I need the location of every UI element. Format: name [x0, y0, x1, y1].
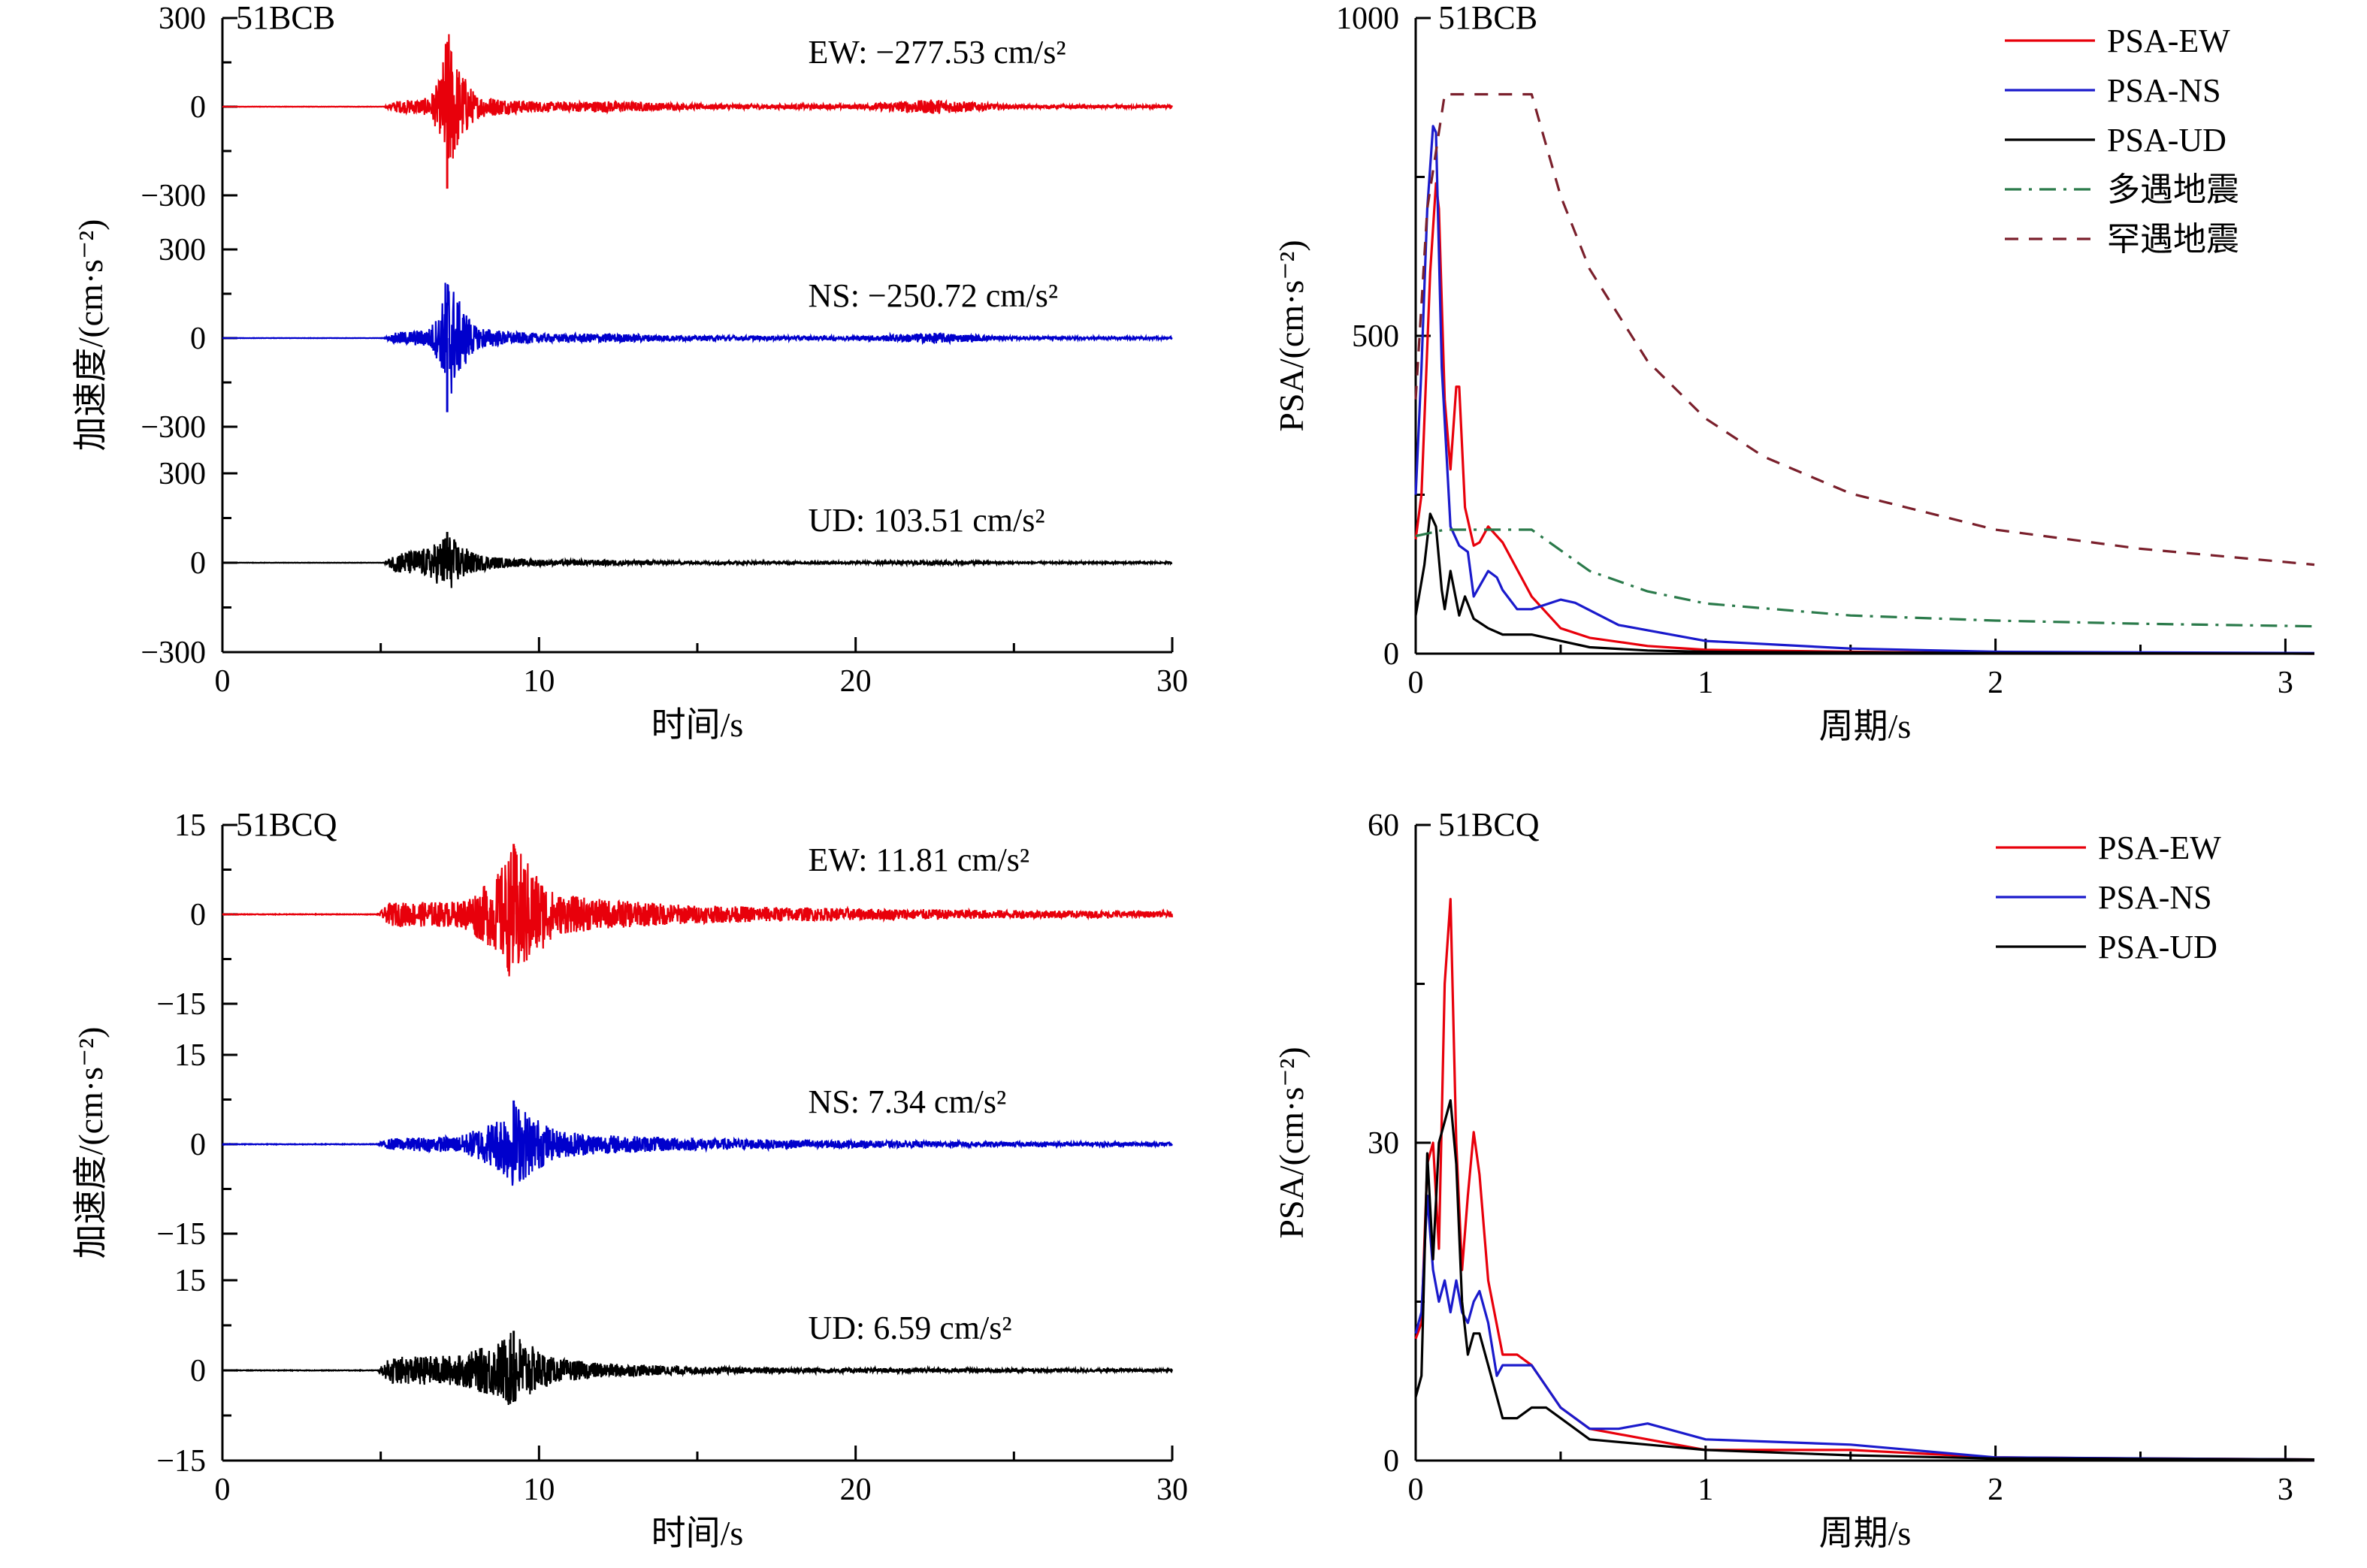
- y-axis-label: 加速度/(cm·s⁻²): [71, 219, 110, 452]
- x-tick-label: 0: [215, 1473, 231, 1507]
- psa-series-PSA-NS: [1414, 125, 2315, 654]
- legend-label: PSA-UD: [2107, 122, 2226, 159]
- y-axis-label: 加速度/(cm·s⁻²): [71, 1027, 110, 1259]
- y-tick-label: −300: [141, 636, 206, 670]
- station-label: 51BCB: [1438, 0, 1537, 36]
- x-tick-label: 30: [1156, 664, 1188, 699]
- peak-label-UD: UD: 103.51 cm/s²: [808, 502, 1044, 539]
- y-tick-label: 0: [1383, 637, 1399, 672]
- x-tick-label: 1: [1697, 666, 1713, 700]
- y-axis-label: PSA/(cm·s⁻²): [1272, 240, 1310, 431]
- y-tick-label: 1000: [1336, 2, 1399, 36]
- station-label: 51BCQ: [236, 806, 337, 843]
- x-tick-label: 3: [2278, 1473, 2293, 1507]
- x-tick-label: 10: [523, 1473, 555, 1507]
- psa-series-PSA-UD: [1414, 512, 2315, 655]
- y-tick-label: 60: [1368, 808, 1399, 843]
- legend-label: 多遇地震: [2107, 171, 2239, 208]
- x-tick-label: 10: [523, 664, 555, 699]
- y-tick-label: 0: [1383, 1444, 1399, 1479]
- waveform-UD: [222, 537, 1173, 588]
- psa-series-PSA-EW: [1414, 898, 2315, 1461]
- legend-label: PSA-NS: [2107, 72, 2221, 109]
- station-label: 51BCB: [236, 0, 335, 36]
- y-tick-label: 15: [174, 1038, 206, 1073]
- y-tick-label: −300: [141, 179, 206, 213]
- x-axis-label: 周期/s: [1819, 1514, 1912, 1552]
- x-tick-label: 0: [1408, 666, 1424, 700]
- y-tick-label: −300: [141, 410, 206, 445]
- x-tick-label: 0: [215, 664, 231, 699]
- y-tick-label: 0: [190, 1354, 206, 1388]
- waveform-EW: [222, 845, 1174, 977]
- peak-label-NS: NS: 7.34 cm/s²: [808, 1083, 1006, 1120]
- x-tick-label: 2: [1988, 1473, 2003, 1507]
- y-axis-label: PSA/(cm·s⁻²): [1272, 1047, 1310, 1238]
- legend-label: PSA-EW: [2098, 829, 2221, 866]
- waveform-NS: [222, 1104, 1173, 1186]
- legend-label: PSA-EW: [2107, 23, 2230, 59]
- y-tick-label: 300: [159, 457, 206, 491]
- x-tick-label: 20: [840, 664, 872, 699]
- peak-label-EW: EW: −277.53 cm/s²: [808, 34, 1066, 71]
- y-tick-label: 0: [190, 898, 206, 932]
- y-tick-label: 300: [159, 2, 206, 36]
- y-tick-label: 0: [190, 1128, 206, 1162]
- psa-panel-51BCB: 0 1 2 3 0 500 1000 周期/s PSA/(cm·s⁻²) 51BCB PSA-EW P…: [1272, 0, 2315, 745]
- y-tick-label: 0: [190, 90, 206, 125]
- legend-label: PSA-UD: [2098, 929, 2217, 965]
- y-tick-label: 15: [174, 1264, 206, 1298]
- x-axis-label: 时间/s: [651, 705, 744, 744]
- time-history-panel-51BCB: 0 10 20 30 时间/s 加速度/(cm·s⁻²) 51BCB 300 0 −300 EW: …: [71, 0, 1188, 744]
- y-tick-label: −15: [156, 1444, 206, 1479]
- y-tick-label: −15: [156, 1217, 206, 1252]
- legend-label: 罕遇地震: [2107, 221, 2239, 258]
- y-tick-label: −15: [156, 987, 206, 1022]
- y-tick-label: 500: [1352, 319, 1399, 354]
- peak-label-UD: UD: 6.59 cm/s²: [808, 1310, 1011, 1346]
- waveform-UD: [222, 1333, 1174, 1406]
- waveform-NS: [222, 282, 1173, 394]
- psa-series-PSA-UD: [1414, 1099, 2315, 1461]
- peak-label-EW: EW: 11.81 cm/s²: [808, 841, 1029, 878]
- x-tick-label: 20: [840, 1473, 872, 1507]
- y-tick-label: 30: [1368, 1126, 1399, 1161]
- psa-panel-51BCQ: 0 1 2 303060周期/sPSA/(cm·s⁻²)51BCQPSA-EWPSA-…: [1272, 806, 2315, 1552]
- time-history-panel-51BCQ: 0 10 20 30 时间/s 加速度/(cm·s⁻²) 51BCQ 15 0 −15 EW: 11…: [71, 806, 1188, 1552]
- x-axis-label: 时间/s: [651, 1514, 744, 1552]
- x-axis-label: 周期/s: [1819, 707, 1912, 745]
- y-tick-label: 0: [190, 546, 206, 581]
- x-tick-label: 1: [1697, 1473, 1713, 1507]
- y-tick-label: 300: [159, 233, 206, 267]
- legend-label: PSA-NS: [2098, 879, 2212, 916]
- psa-series-PSA-NS: [1414, 1194, 2315, 1461]
- peak-label-NS: NS: −250.72 cm/s²: [808, 277, 1058, 314]
- waveform-EW: [222, 34, 1174, 159]
- x-tick-label: 30: [1156, 1473, 1188, 1507]
- x-tick-label: 3: [2278, 666, 2293, 700]
- y-tick-label: 0: [190, 322, 206, 356]
- station-label: 51BCQ: [1438, 806, 1540, 843]
- psa-series-罕遇地震: [1414, 92, 2315, 566]
- psa-series-多遇地震: [1415, 528, 2315, 628]
- y-tick-label: 15: [174, 808, 206, 843]
- x-tick-label: 0: [1408, 1473, 1424, 1507]
- x-tick-label: 2: [1988, 666, 2003, 700]
